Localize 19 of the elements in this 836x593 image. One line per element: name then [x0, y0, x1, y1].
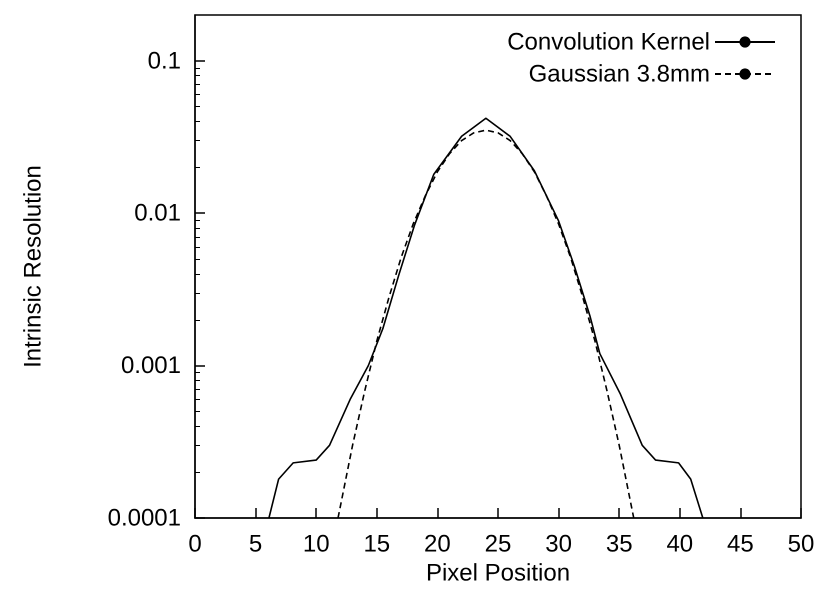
- x-tick-label: 50: [788, 530, 814, 558]
- x-tick-label: 0: [188, 530, 202, 558]
- y-tick-label: 0.001: [120, 352, 181, 380]
- x-tick-label: 45: [727, 530, 754, 558]
- x-tick-label: 40: [666, 530, 694, 558]
- x-tick-label: 35: [606, 530, 633, 558]
- x-tick-label: 5: [248, 530, 262, 558]
- x-tick-label: 10: [302, 530, 330, 558]
- x-tick-label: 25: [484, 530, 512, 558]
- y-tick-label: 0.01: [134, 200, 181, 227]
- x-tick-label: 20: [424, 530, 451, 558]
- x-axis-title: Pixel Position: [426, 559, 570, 586]
- y-axis-title: Intrinsic Resolution: [20, 165, 46, 368]
- y-tick-label: 0.0001: [108, 504, 181, 532]
- y-tick-label: 0.1: [148, 47, 181, 74]
- x-tick-label: 30: [545, 530, 572, 558]
- legend-label: Gaussian 3.8mm: [528, 60, 710, 88]
- legend-label: Convolution Kernel: [507, 28, 710, 56]
- x-tick-label: 15: [363, 530, 390, 558]
